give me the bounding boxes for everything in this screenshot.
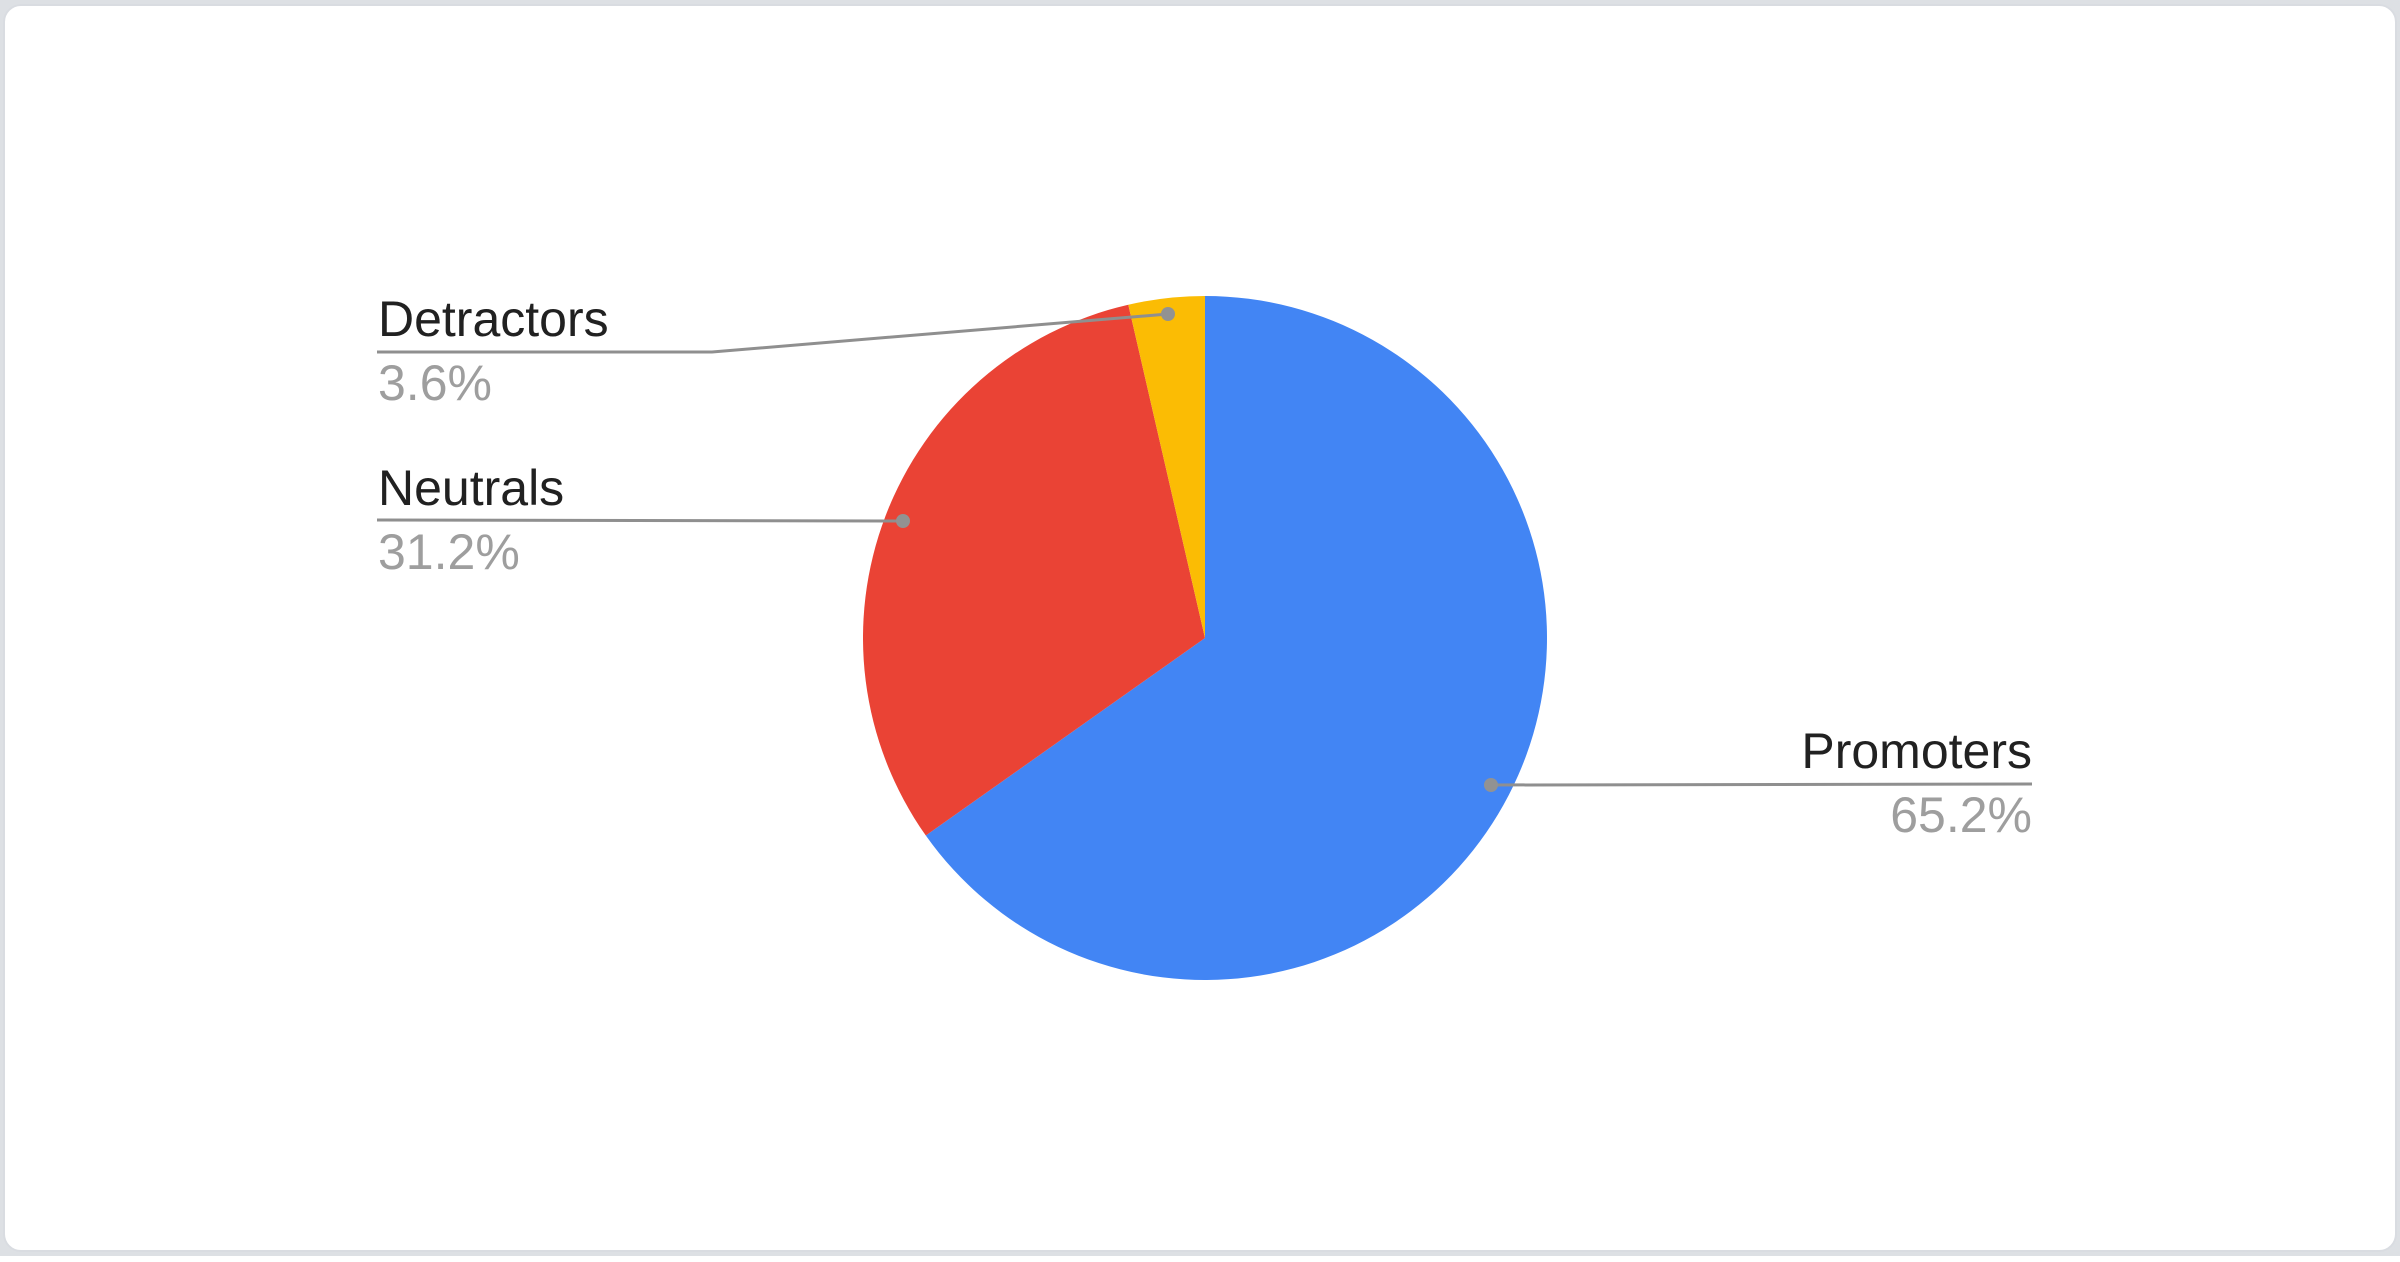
slice-label-promoters: Promoters xyxy=(1632,726,2032,776)
pie-slices[interactable] xyxy=(863,296,1547,980)
callout-detractors: Detractors 3.6% xyxy=(378,294,609,408)
chart-card: Detractors 3.6% Neutrals 31.2% Promoters… xyxy=(3,4,2397,1252)
callout-promoters: Promoters 65.2% xyxy=(1632,726,2032,840)
slice-percent-detractors: 3.6% xyxy=(378,358,609,408)
callout-neutrals: Neutrals 31.2% xyxy=(378,463,564,577)
slice-label-detractors: Detractors xyxy=(378,294,609,344)
pie-chart[interactable]: Detractors 3.6% Neutrals 31.2% Promoters… xyxy=(5,6,2395,1250)
slice-percent-neutrals: 31.2% xyxy=(378,527,564,577)
slice-label-neutrals: Neutrals xyxy=(378,463,564,513)
slice-percent-promoters: 65.2% xyxy=(1632,790,2032,840)
